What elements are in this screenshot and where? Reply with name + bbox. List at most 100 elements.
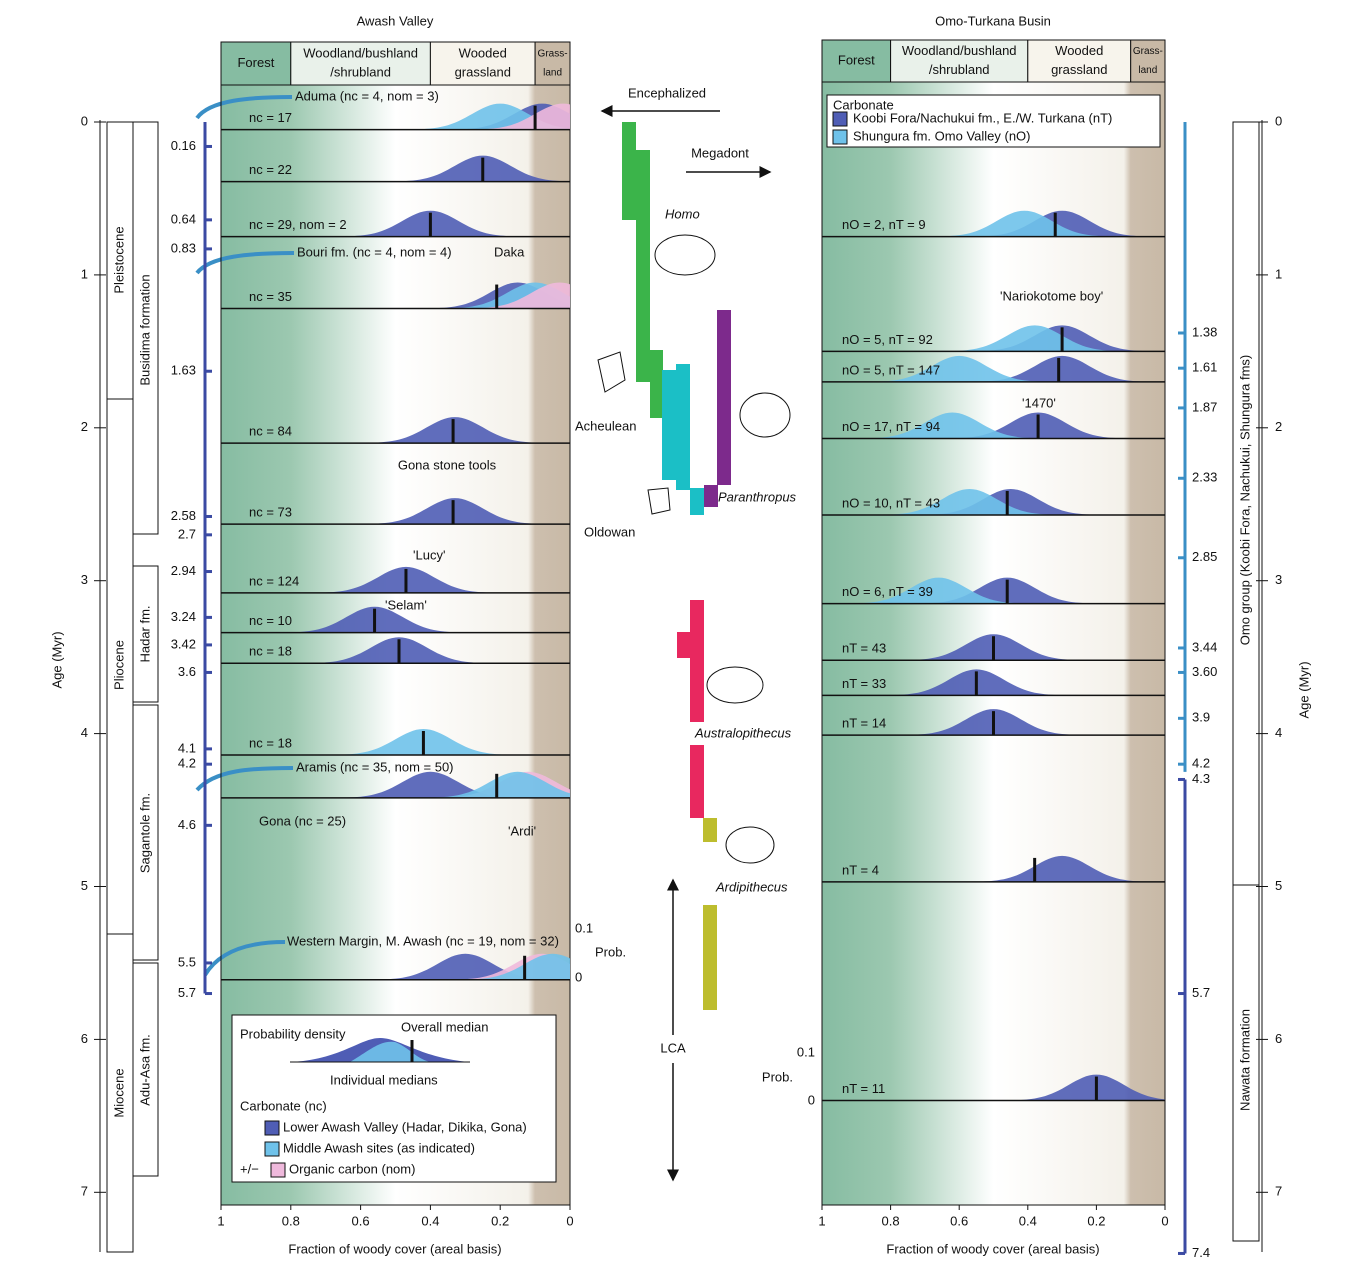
label: Megadont [691, 145, 749, 160]
right-title: Omo-Turkana Busin [935, 13, 1051, 28]
age-tick-label: 7 [81, 1184, 88, 1199]
sample-label: nc = 22 [249, 162, 292, 177]
prob-label: Prob. [595, 944, 626, 959]
boundary-label: 2.85 [1192, 549, 1217, 564]
x-tick-label: 0.4 [1019, 1213, 1037, 1228]
x-label: Fraction of woody cover (areal basis) [288, 1241, 501, 1256]
age-tick-label: 6 [1275, 1031, 1282, 1046]
x-tick-label: 1 [818, 1213, 825, 1228]
sample-label: nc = 84 [249, 424, 292, 439]
sample-label: nO = 6, nT = 39 [842, 584, 933, 599]
sample-label: nT = 43 [842, 641, 886, 656]
habitat-label: /shrubland [929, 62, 990, 77]
boundary-label: 7.4 [1192, 1245, 1210, 1260]
boundary-label: 3.6 [178, 664, 196, 679]
legend-swatch [833, 130, 847, 144]
legend-swatch [265, 1121, 279, 1135]
formation: Adu-Asa fm. [137, 1034, 152, 1106]
label: Australopithecus [694, 725, 792, 740]
left-title: Awash Valley [357, 13, 434, 28]
boundary-label: 3.60 [1192, 664, 1217, 679]
label: LCA [660, 1040, 686, 1055]
age-tick-label: 3 [1275, 572, 1282, 587]
legend-text: Probability density [240, 1026, 346, 1041]
boundary-label: 2.58 [171, 508, 196, 523]
sample-label: nO = 2, nT = 9 [842, 217, 926, 232]
boundary-label: 2.94 [171, 563, 196, 578]
boundary-label: 3.24 [171, 609, 196, 624]
boundary-label: 1.87 [1192, 399, 1217, 414]
annotation: '1470' [1022, 395, 1056, 410]
boundary-label: 4.2 [178, 756, 196, 771]
formation: Hadar fm. [137, 605, 152, 662]
legend-label: Koobi Fora/Nachukui fm., E./W. Turkana (… [853, 110, 1112, 125]
age-label: Age (Myr) [49, 631, 64, 688]
habitat-label: Wooded [459, 45, 507, 60]
label: Ardipithecus [715, 879, 788, 894]
habitat-label: grassland [455, 64, 511, 79]
boundary-label: 0.64 [171, 211, 196, 226]
epoch: Pliocene [111, 640, 126, 690]
formation: Omo group (Koobi Fora, Nachukui, Shungur… [1237, 355, 1252, 645]
sample-label: nc = 18 [249, 644, 292, 659]
legend-label: Organic carbon (nom) [289, 1161, 415, 1176]
legend-label: Shungura fm. Omo Valley (nO) [853, 128, 1031, 143]
annotation: Gona (nc = 25) [259, 813, 346, 828]
x-tick-label: 0.8 [282, 1213, 300, 1228]
sample-label: nT = 11 [842, 1081, 885, 1096]
sample-label: nc = 10 [249, 613, 292, 628]
legend-label: Lower Awash Valley (Hadar, Dikika, Gona) [283, 1119, 527, 1134]
boundary-label: 1.61 [1192, 360, 1217, 375]
annotation: Gona stone tools [398, 457, 497, 472]
age-tick-label: 1 [81, 266, 88, 281]
annotation: Aduma (nc = 4, nom = 3) [295, 88, 439, 103]
habitat-label: Grass- [1133, 46, 1163, 57]
boundary-label: 2.33 [1192, 470, 1217, 485]
boundary-label: 4.3 [1192, 771, 1210, 786]
sample-label: nO = 5, nT = 92 [842, 332, 933, 347]
age-label: Age (Myr) [1296, 661, 1311, 718]
legend-swatch [271, 1163, 285, 1177]
x-tick-label: 0.2 [1087, 1213, 1105, 1228]
figure: Awash Valley Omo-Turkana Busin Fraction … [0, 0, 1366, 1265]
x-tick-label: 1 [217, 1213, 224, 1228]
habitat-label: /shrubland [330, 64, 391, 79]
formation: Sagantole fm. [137, 793, 152, 873]
age-tick-label: 2 [1275, 419, 1282, 434]
sample-label: nc = 124 [249, 573, 299, 588]
sample-label: nT = 33 [842, 676, 886, 691]
habitat-label: Woodland/bushland [902, 43, 1017, 58]
label: Encephalized [628, 85, 706, 100]
legend-text: Overall median [401, 1019, 488, 1034]
boundary-label: 0.16 [171, 138, 196, 153]
age-tick-label: 5 [81, 878, 88, 893]
annotation: Daka [494, 244, 525, 259]
sample-label: nT = 4 [842, 862, 879, 877]
sample-label: nc = 18 [249, 735, 292, 750]
annotation: Western Margin, M. Awash (nc = 19, nom =… [287, 933, 559, 948]
sample-label: nc = 35 [249, 289, 292, 304]
epoch: Miocene [111, 1068, 126, 1117]
boundary-label: 1.38 [1192, 324, 1217, 339]
annotation: 'Lucy' [413, 547, 445, 562]
prob-tick: 0 [575, 969, 582, 984]
boundary-label: 2.7 [178, 526, 196, 541]
prob-tick: 0 [808, 1092, 815, 1107]
x-tick-label: 0.6 [950, 1213, 968, 1228]
sample-label: nO = 10, nT = 43 [842, 495, 940, 510]
age-tick-label: 4 [1275, 725, 1282, 740]
formation: Busidima formation [137, 274, 152, 385]
annotation: 'Nariokotome boy' [1000, 288, 1103, 303]
prob-tick: 0.1 [575, 920, 593, 935]
sample-label: nO = 17, nT = 94 [842, 419, 940, 434]
sample-label: nc = 17 [249, 110, 292, 125]
x-tick-label: 0.6 [352, 1213, 370, 1228]
age-tick-label: 1 [1275, 266, 1282, 281]
boundary-label: 4.1 [178, 740, 196, 755]
label: Oldowan [584, 524, 635, 539]
x-tick-label: 0.2 [491, 1213, 509, 1228]
boundary-label: 3.42 [171, 636, 196, 651]
age-tick-label: 3 [81, 572, 88, 587]
sample-label: nc = 29, nom = 2 [249, 217, 347, 232]
boundary-label: 5.7 [1192, 985, 1210, 1000]
